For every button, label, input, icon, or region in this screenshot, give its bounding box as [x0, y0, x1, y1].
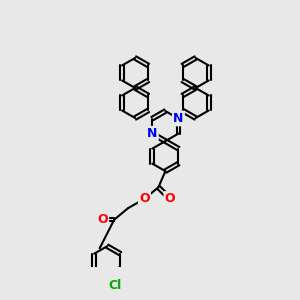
Text: Cl: Cl — [108, 279, 122, 292]
Text: O: O — [97, 213, 108, 226]
Text: O: O — [165, 192, 175, 206]
Text: N: N — [147, 127, 158, 140]
Text: N: N — [173, 112, 184, 125]
Text: O: O — [139, 192, 150, 206]
